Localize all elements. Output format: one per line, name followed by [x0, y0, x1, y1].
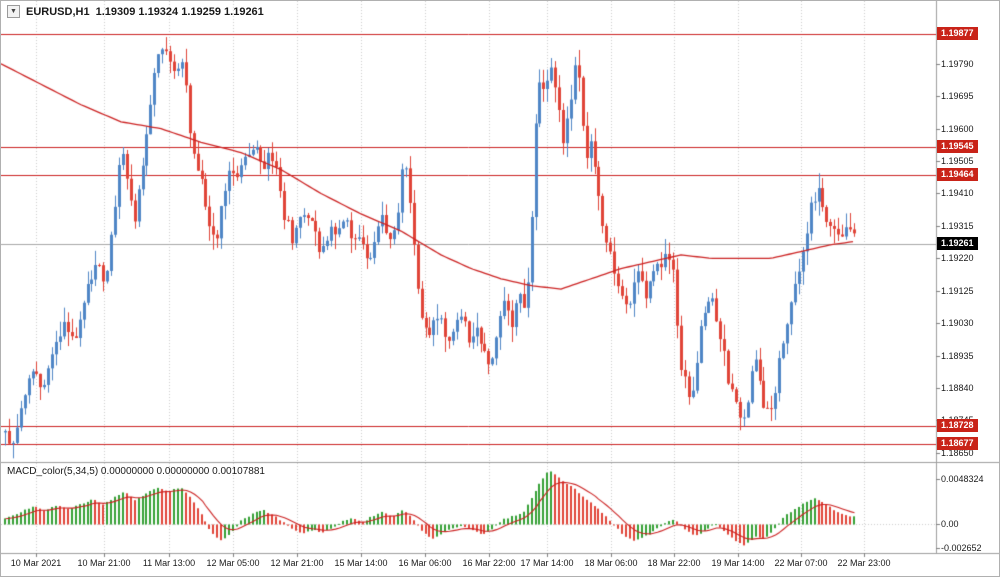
price-level-label: 1.19877 [937, 27, 978, 41]
price-tick-label: 1.19315 [941, 220, 974, 231]
price-tick-label: 1.19505 [941, 156, 974, 167]
time-tick-label: 22 Mar 07:00 [774, 558, 828, 568]
price-level-label: 1.19464 [937, 168, 978, 182]
time-tick-label: 18 Mar 22:00 [647, 558, 701, 568]
current-price-label: 1.19261 [937, 237, 978, 251]
price-tick-label: 1.19125 [941, 285, 974, 296]
price-level-label: 1.19545 [937, 140, 978, 154]
time-tick-label: 16 Mar 22:00 [462, 558, 516, 568]
time-tick-label: 10 Mar 2021 [10, 558, 62, 568]
time-tick-label: 16 Mar 06:00 [398, 558, 452, 568]
macd-indicator-label: MACD_color(5,34,5) 0.00000000 0.00000000… [7, 466, 265, 477]
time-tick-label: 17 Mar 14:00 [520, 558, 574, 568]
time-tick-label: 19 Mar 14:00 [711, 558, 765, 568]
time-tick-label: 12 Mar 21:00 [270, 558, 324, 568]
macd-tick-label: 0.0048324 [941, 474, 984, 484]
macd-tick-label: 0.00 [941, 519, 959, 529]
time-tick-label: 12 Mar 05:00 [206, 558, 260, 568]
time-tick-label: 15 Mar 14:00 [334, 558, 388, 568]
price-tick-label: 1.19790 [941, 58, 974, 69]
price-level-label: 1.18728 [937, 419, 978, 433]
one-click-trading-toggle-icon[interactable]: ▼ [7, 5, 20, 18]
price-tick-label: 1.19695 [941, 91, 974, 102]
price-tick-label: 1.19030 [941, 318, 974, 329]
price-tick-label: 1.18935 [941, 350, 974, 361]
price-tick-label: 1.18650 [941, 447, 974, 458]
time-tick-label: 11 Mar 13:00 [142, 558, 196, 568]
price-tick-label: 1.19220 [941, 253, 974, 264]
price-tick-label: 1.19410 [941, 188, 974, 199]
price-tick-label: 1.19600 [941, 123, 974, 134]
time-tick-label: 10 Mar 21:00 [77, 558, 131, 568]
price-tick-label: 1.18840 [941, 383, 974, 394]
time-tick-label: 18 Mar 06:00 [584, 558, 638, 568]
time-tick-label: 22 Mar 23:00 [837, 558, 891, 568]
price-level-label: 1.18677 [937, 436, 978, 450]
macd-tick-label: -0.002652 [941, 543, 982, 553]
